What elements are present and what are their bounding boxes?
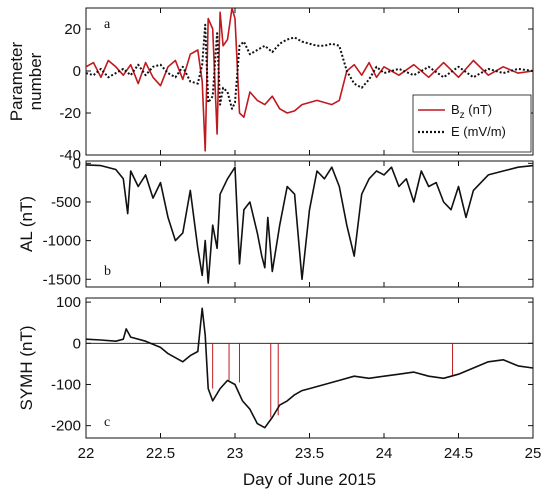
- panel-a: -40 -20 0 20 a Parameter number Bz (nT) E (mV/m): [7, 7, 534, 164]
- plot-area-b: [85, 160, 534, 288]
- series-line-a-1: [86, 23, 533, 110]
- x-tick-label: 22.5: [146, 445, 175, 462]
- x-tick-label: 24: [376, 445, 393, 462]
- y-axis-title-a: Parameter: [7, 41, 26, 121]
- x-axis-title: Day of June 2015: [243, 470, 376, 489]
- y-tick-label-c: 0: [73, 335, 81, 352]
- plot-area-c: [85, 297, 534, 439]
- y-tick-label-a: -40: [59, 147, 81, 164]
- x-tick-label: 22: [78, 445, 95, 462]
- y-tick-label-b: -1500: [43, 271, 81, 288]
- x-tick-label: 23: [227, 445, 244, 462]
- x-tick-label: 25: [525, 445, 542, 462]
- x-axis: 22 22.5 23 23.5 24 24.5 25: [78, 445, 542, 462]
- series-line-c-0: [86, 307, 533, 429]
- y-tick-label-c: -100: [51, 376, 81, 393]
- legend-box: [412, 94, 532, 153]
- legend-label-0: Bz (nT): [451, 102, 492, 121]
- panel-label-c: c: [104, 415, 110, 430]
- y-tick-label-c: -200: [51, 418, 81, 435]
- y-tick-label-c: 100: [56, 294, 81, 311]
- legend: Bz (nT) E (mV/m): [412, 94, 532, 153]
- legend-label-1: E (mV/m): [451, 124, 506, 139]
- y-tick-label-a: -20: [59, 105, 81, 122]
- y-tick-label-a: 0: [73, 63, 81, 80]
- x-tick-label: 24.5: [444, 445, 473, 462]
- y-axis-title-b: AL (nT): [17, 196, 36, 252]
- y-tick-label-b: 0: [73, 155, 81, 172]
- y-tick-label-b: -1000: [43, 233, 81, 250]
- x-tick-label: 23.5: [295, 445, 324, 462]
- y-axis-title-c: SYMH (nT): [17, 326, 36, 411]
- panel-label-a: a: [104, 17, 111, 32]
- y-tick-label-a: 20: [64, 21, 81, 38]
- y-tick-label-b: -500: [51, 194, 81, 211]
- panel-label-b: b: [104, 264, 111, 279]
- series-line-b-0: [86, 164, 533, 284]
- panel-c: -200 -100 0 100 c SYMH (nT): [17, 294, 534, 439]
- series-line-a-0: [86, 8, 533, 152]
- panel-b: -1500 -1000 -500 0 b AL (nT): [17, 155, 534, 288]
- y-axis-title-a: number: [26, 52, 45, 110]
